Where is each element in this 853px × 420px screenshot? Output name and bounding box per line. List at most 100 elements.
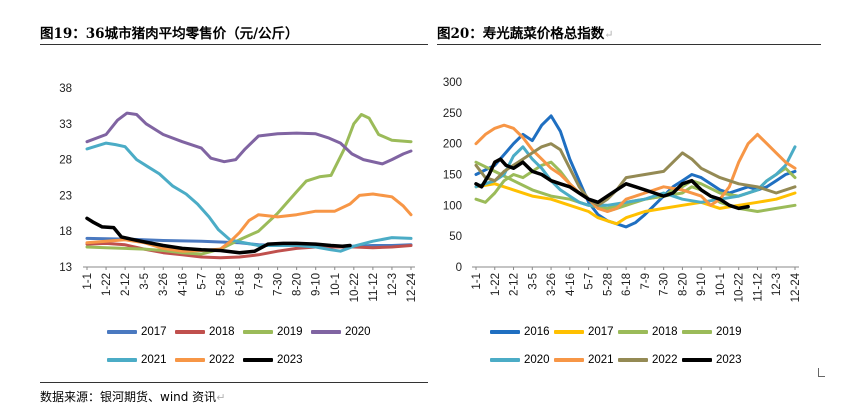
legend-label: 2022	[209, 354, 235, 366]
x-tick-label: 3-26	[546, 273, 558, 296]
x-tick-label: 4-16	[565, 273, 577, 296]
legend-item-2023: 2023	[243, 354, 303, 366]
x-tick-label: 12-24	[790, 272, 802, 302]
y-tick-label: 250	[443, 108, 462, 120]
legend-label: 2017	[141, 326, 167, 338]
x-tick-label: 5-28	[602, 273, 614, 296]
legend-item-2020: 2020	[490, 354, 550, 366]
y-tick-label: 18	[59, 226, 72, 238]
legend-swatch	[175, 358, 205, 362]
legend-item-2021: 2021	[554, 354, 614, 366]
y-tick-label: 0	[456, 262, 462, 274]
x-tick-label: 11-12	[752, 273, 764, 302]
y-tick-label: 13	[59, 262, 72, 274]
y-tick-label: 38	[59, 83, 72, 95]
legend-swatch	[243, 330, 273, 334]
legend-label: 2018	[652, 326, 678, 338]
x-tick-label: 8-20	[292, 273, 304, 296]
legend-label: 2018	[209, 326, 235, 338]
x-tick-label: 5-28	[215, 273, 227, 296]
vegetable-index-chart: 0 50 100 150 200 250 300 1-1 1-22 2-12 3-5 3-26 4-16…	[443, 77, 802, 302]
x-tick-label: 3-5	[139, 273, 151, 290]
x-tick-label: 1-1	[82, 273, 94, 290]
y-tick-label: 23	[59, 190, 72, 202]
series-line-2021	[85, 141, 413, 253]
y-tick-label: 150	[443, 170, 462, 182]
x-tick-label: 7-9	[640, 273, 652, 290]
right-title-paragraph-mark: ↵	[604, 28, 614, 41]
legend-swatch	[554, 358, 584, 362]
x-tick-label: 3-5	[527, 273, 539, 290]
series-line-2023	[474, 157, 750, 211]
x-tick-label: 11-12	[368, 273, 380, 302]
x-tick-label: 1-1	[471, 273, 483, 290]
legend-swatch	[554, 330, 584, 334]
x-tick-label: 5-7	[584, 273, 596, 290]
x-tick-label: 7-9	[254, 273, 266, 290]
legend-swatch	[107, 330, 137, 334]
source-paragraph-mark: ↵	[216, 391, 226, 404]
data-source: 数据来源：银河期货、wind 资讯↵	[40, 388, 225, 405]
x-tick-label: 9-10	[311, 273, 323, 296]
legend-swatch	[243, 358, 273, 362]
source-text: 数据来源：银河期货、wind 资讯	[40, 390, 217, 404]
legend-swatch	[175, 330, 205, 334]
series-line-2021	[474, 123, 797, 213]
x-tick-label: 12-3	[387, 273, 399, 296]
legend-label: 2019	[716, 326, 742, 338]
legend-swatch	[618, 330, 648, 334]
legend-swatch	[107, 358, 137, 362]
x-tick-label: 8-20	[677, 273, 689, 296]
y-tick-label: 28	[59, 155, 72, 167]
right-title-rule	[437, 44, 821, 45]
x-tick-label: 9-10	[696, 273, 708, 296]
x-tick-label: 10-22	[349, 273, 361, 302]
legend-label: 2021	[588, 354, 614, 366]
x-tick-label: 10-22	[734, 273, 746, 302]
series-line-2019	[85, 113, 413, 256]
series-line-2022	[85, 192, 413, 253]
legend-swatch	[490, 358, 520, 362]
x-tick-label: 2-12	[509, 273, 521, 296]
x-tick-label: 4-16	[177, 273, 189, 296]
x-tick-label: 7-30	[659, 273, 671, 296]
left-title-rule	[40, 44, 428, 45]
x-tick-label: 5-7	[196, 273, 208, 290]
x-tick-label: 1-22	[490, 273, 502, 296]
legend-swatch	[682, 330, 712, 334]
pork-price-chart: 13 18 23 28 33 38 1-1 1-22 2-12 3-5 3-26 4-16 5-7 5-2…	[59, 83, 418, 302]
legend-item-2020: 2020	[311, 326, 371, 338]
right-title-text: 图20：寿光蔬菜价格总指数	[437, 26, 605, 42]
legend-item-2021: 2021	[107, 354, 167, 366]
legend-item-2023: 2023	[682, 354, 742, 366]
x-tick-label: 7-30	[273, 273, 285, 296]
legend-item-2019: 2019	[243, 326, 303, 338]
series-line-2016	[474, 114, 797, 229]
legend-swatch	[618, 358, 648, 362]
corner-mark	[818, 368, 825, 377]
x-tick-label: 1-22	[101, 273, 113, 296]
legend-item-2022: 2022	[618, 354, 678, 366]
x-tick-label: 10-1	[715, 273, 727, 296]
legend-item-2019: 2019	[682, 326, 742, 338]
x-tick-label: 12-3	[771, 273, 783, 296]
legend-swatch	[682, 358, 712, 362]
y-tick-label: 33	[59, 119, 72, 131]
legend-item-2022: 2022	[175, 354, 235, 366]
legend-label: 2020	[345, 326, 371, 338]
series-line-2022	[474, 142, 797, 207]
x-tick-label: 12-24	[406, 272, 418, 302]
right-chart-title: 图20：寿光蔬菜价格总指数↵	[437, 22, 614, 42]
y-tick-label: 50	[449, 231, 462, 243]
legend-label: 2023	[716, 354, 742, 366]
x-tick-label: 3-26	[158, 273, 170, 296]
legend-label: 2020	[524, 354, 550, 366]
legend-label: 2023	[277, 354, 303, 366]
x-tick-label: 6-18	[234, 273, 246, 296]
x-tick-label: 6-18	[621, 273, 633, 296]
left-chart-title: 图19：36城市猪肉平均零售价（元/公斤）	[40, 22, 299, 42]
series-line-2020	[474, 145, 797, 207]
legend-item-2018: 2018	[618, 326, 678, 338]
legend-swatch	[490, 330, 520, 334]
